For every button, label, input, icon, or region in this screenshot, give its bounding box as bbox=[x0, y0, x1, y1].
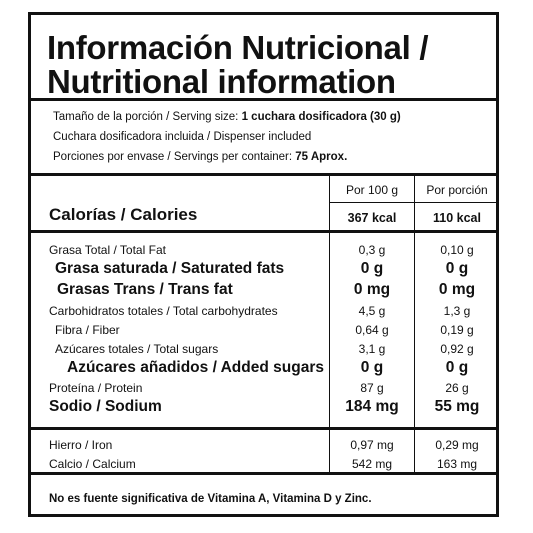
calories-label: Calorías / Calories bbox=[49, 205, 198, 224]
mineral-label: Hierro / Iron bbox=[49, 438, 113, 452]
nutrient-per-serving: 0 g bbox=[445, 260, 469, 277]
column-divider-1-minerals bbox=[329, 430, 330, 472]
nutrient-per-serving: 1,3 g bbox=[443, 304, 471, 318]
serving-size-value: 1 cuchara dosificadora (30 g) bbox=[241, 111, 401, 123]
nutrient-per-serving: 0,19 g bbox=[440, 323, 474, 337]
mineral-label: Calcio / Calcium bbox=[49, 457, 136, 471]
servings-value: 75 Aprox. bbox=[295, 151, 348, 163]
servings-per-container: Porciones por envase / Servings per cont… bbox=[53, 151, 347, 163]
title-line-1: Información Nutricional / bbox=[47, 29, 429, 66]
nutrition-facts-panel: Información Nutricional / Nutritional in… bbox=[28, 12, 499, 517]
column-divider-1 bbox=[329, 176, 330, 427]
nutrient-per-serving: 26 g bbox=[445, 381, 469, 395]
title-line-2: Nutritional information bbox=[47, 63, 396, 100]
nutrient-label: Proteína / Protein bbox=[49, 381, 143, 395]
nutrient-per-100g: 0 g bbox=[360, 359, 384, 376]
calories-divider bbox=[31, 230, 496, 233]
servings-label: Porciones por envase / Servings per cont… bbox=[53, 151, 296, 163]
column-header-per-serving: Por porción bbox=[426, 183, 488, 197]
minerals-divider bbox=[31, 472, 496, 475]
dispenser-note: Cuchara dosificadora incluida / Dispense… bbox=[53, 131, 312, 143]
nutrient-per-serving: 0 g bbox=[445, 359, 469, 376]
footnote: No es fuente significativa de Vitamina A… bbox=[49, 493, 372, 505]
mineral-per-serving: 0,29 mg bbox=[435, 438, 479, 452]
nutrient-per-serving: 0,92 g bbox=[440, 342, 474, 356]
mineral-per-100g: 542 mg bbox=[351, 457, 393, 471]
nutrient-per-100g: 4,5 g bbox=[358, 304, 386, 318]
serving-size: Tamaño de la porción / Serving size: 1 c… bbox=[53, 111, 401, 123]
serving-size-label: Tamaño de la porción / Serving size: bbox=[53, 111, 242, 123]
nutrients-divider bbox=[31, 427, 496, 430]
nutrient-per-100g: 0 mg bbox=[353, 281, 391, 298]
calories-per-serving: 110 kcal bbox=[433, 211, 481, 225]
nutrient-label: Grasa Total / Total Fat bbox=[49, 243, 166, 257]
panel-title: Información Nutricional / Nutritional in… bbox=[47, 29, 429, 100]
nutrient-label: Sodio / Sodium bbox=[49, 398, 162, 415]
nutrient-label: Grasa saturada / Saturated fats bbox=[55, 260, 285, 277]
title-divider bbox=[31, 98, 496, 101]
nutrient-per-100g: 3,1 g bbox=[358, 342, 386, 356]
nutrient-per-100g: 184 mg bbox=[345, 398, 399, 415]
nutrient-label: Grasas Trans / Trans fat bbox=[57, 281, 233, 298]
nutrient-label: Carbohidratos totales / Total carbohydra… bbox=[49, 304, 278, 318]
nutrient-per-serving: 0,10 g bbox=[440, 243, 474, 257]
mineral-per-100g: 0,97 mg bbox=[350, 438, 394, 452]
serving-divider bbox=[31, 173, 496, 176]
column-divider-2 bbox=[414, 176, 415, 427]
nutrient-label: Azúcares totales / Total sugars bbox=[55, 342, 219, 356]
nutrient-per-100g: 87 g bbox=[360, 381, 384, 395]
nutrient-per-100g: 0,3 g bbox=[358, 243, 386, 257]
nutrient-per-100g: 0,64 g bbox=[355, 323, 389, 337]
column-header-per-100g: Por 100 g bbox=[345, 183, 399, 197]
nutrient-per-serving: 0 mg bbox=[438, 281, 476, 298]
column-divider-2-minerals bbox=[414, 430, 415, 472]
calories-per-100g: 367 kcal bbox=[347, 211, 397, 225]
nutrient-label: Azúcares añadidos / Added sugars bbox=[67, 359, 324, 376]
nutrient-per-serving: 55 mg bbox=[434, 398, 480, 415]
column-header-rule bbox=[329, 202, 499, 203]
nutrient-per-100g: 0 g bbox=[360, 260, 384, 277]
nutrient-label: Fibra / Fiber bbox=[55, 323, 120, 337]
mineral-per-serving: 163 mg bbox=[436, 457, 478, 471]
